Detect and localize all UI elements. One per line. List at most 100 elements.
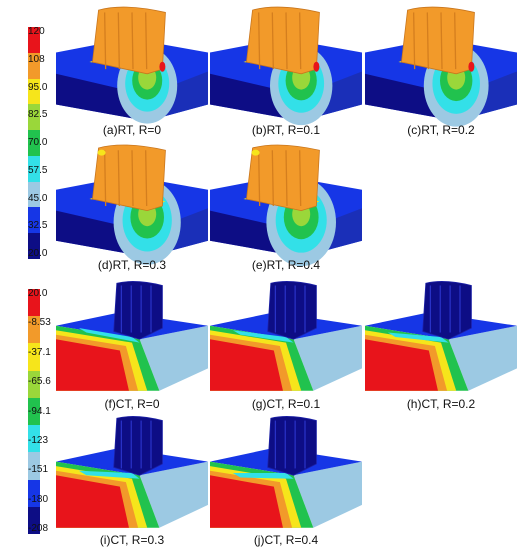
- rt-colorbar-band: [28, 78, 40, 105]
- fin-body: [267, 416, 317, 476]
- fin-rib: [103, 12, 107, 70]
- ct-colorbar-band: [28, 343, 40, 372]
- rt-colorbar-band: [28, 104, 40, 131]
- rt-r0-contour: [56, 6, 208, 124]
- panel-rt-r02: (c)RT, R=0.2: [365, 3, 517, 139]
- hot-spot: [468, 61, 475, 72]
- rt-colorbar-tick-label: 82.5: [28, 109, 48, 121]
- fin-rib: [145, 12, 148, 70]
- panel-rt-r04: (e)RT, R=0.4: [210, 141, 362, 275]
- fin-body: [267, 281, 317, 340]
- panel-caption: (f)CT, R=0: [104, 397, 160, 411]
- ct-r04-contour: [210, 416, 362, 528]
- fin-rib: [117, 12, 120, 70]
- rt-r04-contour: [210, 144, 362, 267]
- panel-ct-r04: (j)CT, R=0.4: [210, 416, 362, 550]
- hot-spot: [159, 61, 166, 72]
- cool-spot: [251, 149, 260, 156]
- rt-r03-contour: [56, 144, 208, 265]
- fin-rib: [412, 12, 416, 70]
- fin-rib: [103, 150, 107, 206]
- panel-caption: (h)CT, R=0.2: [406, 397, 476, 411]
- rt-colorbar-band: [28, 233, 40, 260]
- fin-rib: [285, 150, 288, 206]
- front-band-20: [210, 339, 283, 391]
- fin-rib: [257, 150, 261, 206]
- panel-caption: (a)RT, R=0: [102, 123, 162, 137]
- rt-colorbar-tick-label: 95.0: [28, 81, 48, 93]
- front-band-20: [365, 339, 438, 391]
- fin-rib: [131, 150, 134, 206]
- fin-rib: [117, 150, 120, 206]
- fin-body: [401, 6, 475, 75]
- block-side-face: [139, 461, 208, 528]
- rt-r02-contour: [365, 6, 517, 127]
- fin-body: [92, 144, 166, 212]
- fin-rib: [257, 12, 261, 70]
- front-band-20: [56, 475, 129, 528]
- ct-r0-contour: [56, 281, 208, 391]
- rt-colorbar-band: [28, 130, 40, 157]
- panel-ct-r01: (g)CT, R=0.1: [210, 281, 362, 413]
- fin-rib: [426, 12, 429, 70]
- fin-body: [113, 281, 163, 340]
- ct-colorbar-band: [28, 425, 40, 453]
- rt-colorbar-tick-label: 45.0: [28, 192, 48, 204]
- ct-r01-contour: [210, 281, 362, 391]
- rt-colorbar-tick-label: 70.0: [28, 137, 48, 148]
- fin-body: [246, 144, 320, 212]
- cooling-tongue: [78, 328, 140, 343]
- fin-rib: [299, 150, 302, 206]
- ct-colorbar-band: [28, 479, 40, 508]
- fin-rib: [285, 12, 288, 70]
- rt-colorbar-tick-label: 57.5: [28, 164, 48, 176]
- fin-rib: [454, 12, 457, 70]
- panel-caption: (b)RT, R=0.1: [251, 123, 321, 137]
- rt-colorbar-tick-label: 20.0: [28, 248, 48, 259]
- panel-caption: (d)RT, R=0.3: [97, 258, 167, 272]
- ct-colorbar-band: [28, 370, 40, 399]
- ct-colorbar-tick-label: -65.6: [28, 376, 51, 388]
- block-side-face: [448, 325, 517, 391]
- cool-spot: [97, 149, 106, 156]
- ct-colorbar-tick-label: -180: [28, 493, 49, 505]
- ct-colorbar-tick-label: -8.53: [28, 317, 51, 329]
- ct-colorbar-band: [28, 452, 40, 481]
- front-band-20: [210, 475, 283, 528]
- ct-colorbar: 20.0 -8.53 -37.1 -65.6 -94.1 -123 -151 -180 -208: [28, 288, 98, 535]
- ct-colorbar-tick-label: -94.1: [28, 405, 51, 417]
- block-side-face: [293, 461, 362, 528]
- block-side-face: [139, 325, 208, 391]
- rt-colorbar-tick-label: 108: [28, 53, 45, 65]
- rt-colorbar: 120 108 95.0 82.5 70.0 57.5 45.0 32.5 20.0: [28, 27, 98, 260]
- ct-colorbar-band: [28, 316, 40, 344]
- ct-colorbar-tick-label: 20.0: [28, 288, 48, 299]
- ct-r03-contour: [56, 416, 208, 528]
- panel-rt-r01: (b)RT, R=0.1: [210, 3, 362, 139]
- rt-colorbar-band: [28, 207, 40, 234]
- fin-rib: [440, 12, 443, 70]
- fin-body: [92, 6, 166, 75]
- panel-ct-r0: (f)CT, R=0: [56, 281, 208, 413]
- front-band-20: [56, 339, 129, 391]
- fin-body: [422, 281, 472, 340]
- ct-colorbar-tick-label: -151: [28, 464, 49, 476]
- panel-rt-r03: (d)RT, R=0.3: [56, 141, 208, 275]
- hot-spot: [313, 61, 320, 72]
- ct-colorbar-band: [28, 289, 40, 317]
- ct-r02-contour: [365, 281, 517, 391]
- fin-body: [113, 416, 163, 476]
- panel-rt-r0: (a)RT, R=0: [56, 3, 208, 139]
- fin-rib: [271, 12, 274, 70]
- ct-colorbar-tick-label: -123: [28, 434, 49, 446]
- rt-colorbar-tick-label: 32.5: [28, 220, 48, 232]
- cooling-tongue: [232, 330, 294, 343]
- panel-caption: (g)CT, R=0.1: [251, 397, 321, 411]
- cooling-tongue: [78, 470, 140, 479]
- rt-colorbar-band: [28, 52, 40, 80]
- ct-colorbar-tick-label: -208: [28, 523, 49, 534]
- panel-ct-r03: (i)CT, R=0.3: [56, 416, 208, 550]
- rt-colorbar-band: [28, 181, 40, 208]
- ct-colorbar-tick-label: -37.1: [28, 346, 51, 358]
- cooling-tongue: [387, 332, 449, 343]
